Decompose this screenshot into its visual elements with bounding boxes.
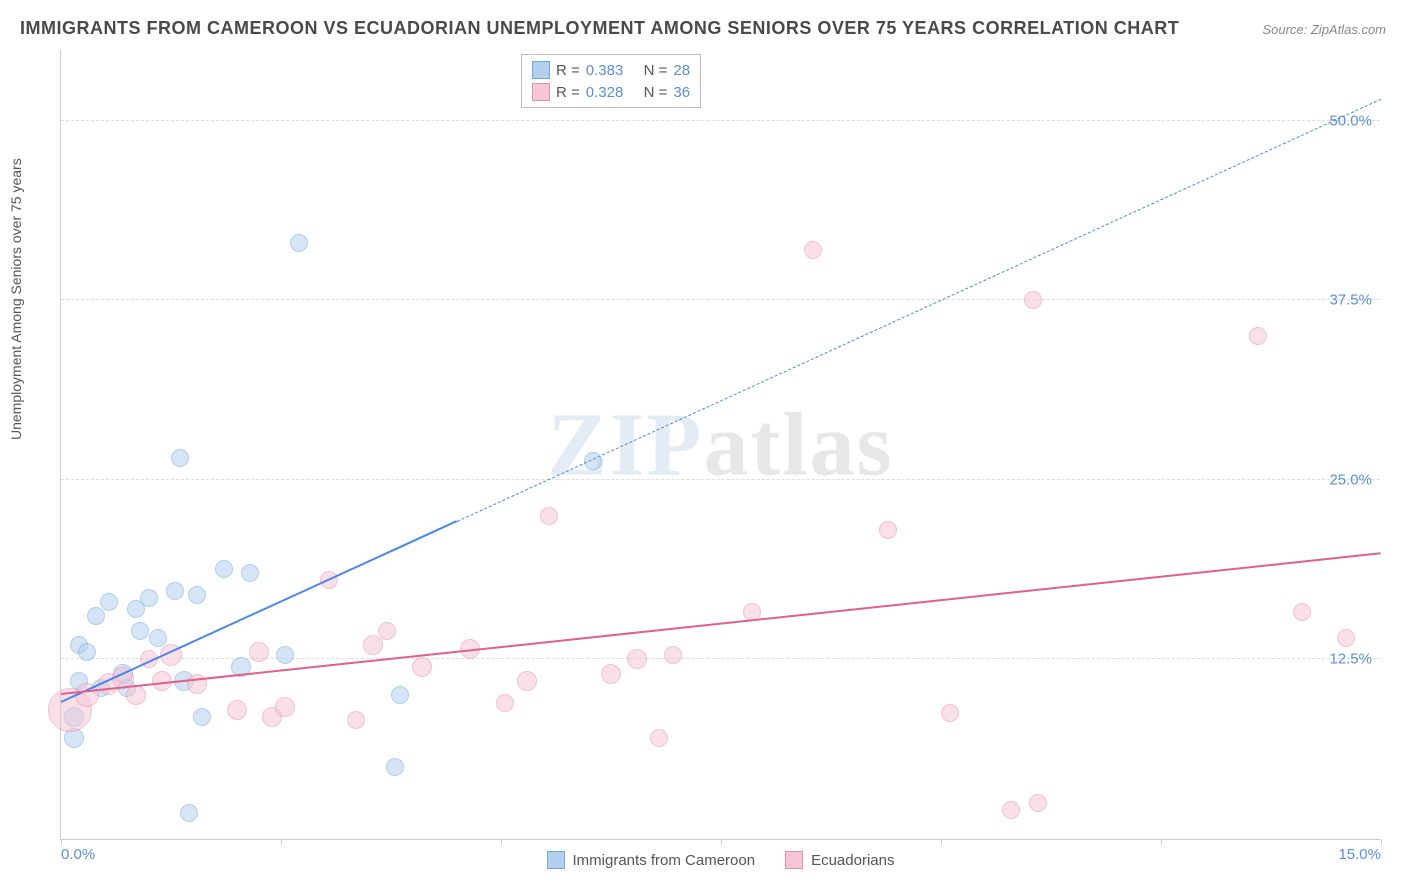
x-tick-label: 0.0% xyxy=(61,846,95,863)
data-point-ecuadorians xyxy=(627,649,647,669)
data-point-cameroon xyxy=(215,560,233,578)
r-value-cameroon: 0.383 xyxy=(586,62,624,79)
data-point-ecuadorians xyxy=(347,711,365,729)
grid-line xyxy=(61,299,1380,300)
grid-line xyxy=(61,479,1380,480)
data-point-cameroon xyxy=(391,686,409,704)
chart-container: IMMIGRANTS FROM CAMEROON VS ECUADORIAN U… xyxy=(0,0,1406,892)
data-point-ecuadorians xyxy=(879,521,897,539)
data-point-ecuadorians xyxy=(941,704,959,722)
legend-stats-row-cameroon: R = 0.383 N = 28 xyxy=(532,59,690,81)
n-label: N = xyxy=(644,62,668,79)
x-tick xyxy=(1381,839,1382,845)
data-point-cameroon xyxy=(386,758,404,776)
x-tick xyxy=(281,839,282,845)
data-point-ecuadorians xyxy=(1024,291,1042,309)
y-tick-label: 37.5% xyxy=(1329,292,1372,309)
data-point-cameroon xyxy=(149,629,167,647)
y-tick-label: 50.0% xyxy=(1329,112,1372,129)
data-point-cameroon xyxy=(100,593,118,611)
data-point-cameroon xyxy=(78,643,96,661)
data-point-ecuadorians xyxy=(540,507,558,525)
trend-line xyxy=(61,520,458,703)
data-point-cameroon xyxy=(241,564,259,582)
data-point-cameroon xyxy=(290,234,308,252)
data-point-cameroon xyxy=(193,708,211,726)
data-point-ecuadorians xyxy=(126,685,146,705)
y-tick-label: 25.0% xyxy=(1329,471,1372,488)
swatch-cameroon xyxy=(532,61,550,79)
data-point-ecuadorians xyxy=(496,694,514,712)
data-point-ecuadorians xyxy=(650,729,668,747)
x-tick xyxy=(1161,839,1162,845)
data-point-ecuadorians xyxy=(378,622,396,640)
data-point-ecuadorians xyxy=(1029,794,1047,812)
data-point-ecuadorians xyxy=(1293,603,1311,621)
swatch-ecuadorians xyxy=(532,83,550,101)
n-value-cameroon: 28 xyxy=(673,62,690,79)
legend-series: Immigrants from Cameroon Ecuadorians xyxy=(61,851,1380,869)
watermark: ZIPatlas xyxy=(547,393,893,496)
legend-item-cameroon: Immigrants from Cameroon xyxy=(547,851,756,869)
data-point-cameroon xyxy=(171,449,189,467)
data-point-ecuadorians xyxy=(517,671,537,691)
y-tick-label: 12.5% xyxy=(1329,651,1372,668)
n-value-ecuadorians: 36 xyxy=(673,84,690,101)
x-tick xyxy=(721,839,722,845)
data-point-ecuadorians xyxy=(249,642,269,662)
data-point-cameroon xyxy=(140,589,158,607)
grid-line xyxy=(61,120,1380,121)
legend-item-ecuadorians: Ecuadorians xyxy=(785,851,894,869)
r-label: R = xyxy=(556,84,580,101)
data-point-cameroon xyxy=(166,582,184,600)
n-label: N = xyxy=(644,84,668,101)
legend-label-cameroon: Immigrants from Cameroon xyxy=(573,852,756,869)
data-point-ecuadorians xyxy=(1249,327,1267,345)
legend-label-ecuadorians: Ecuadorians xyxy=(811,852,894,869)
chart-title: IMMIGRANTS FROM CAMEROON VS ECUADORIAN U… xyxy=(20,18,1179,39)
data-point-ecuadorians xyxy=(664,646,682,664)
swatch-cameroon-icon xyxy=(547,851,565,869)
x-tick xyxy=(941,839,942,845)
x-tick-label: 15.0% xyxy=(1338,846,1381,863)
plot-area: ZIPatlas R = 0.383 N = 28 R = 0.328 N = … xyxy=(60,50,1380,840)
trend-line xyxy=(457,98,1381,521)
data-point-ecuadorians xyxy=(804,241,822,259)
x-tick xyxy=(61,839,62,845)
data-point-cameroon xyxy=(180,804,198,822)
data-point-ecuadorians xyxy=(227,700,247,720)
data-point-cameroon xyxy=(87,607,105,625)
r-label: R = xyxy=(556,62,580,79)
source-attribution: Source: ZipAtlas.com xyxy=(1262,22,1386,37)
data-point-cameroon xyxy=(276,646,294,664)
data-point-ecuadorians xyxy=(1002,801,1020,819)
data-point-cameroon xyxy=(188,586,206,604)
r-value-ecuadorians: 0.328 xyxy=(586,84,624,101)
data-point-ecuadorians xyxy=(1337,629,1355,647)
x-tick xyxy=(501,839,502,845)
data-point-ecuadorians xyxy=(363,635,383,655)
legend-stats: R = 0.383 N = 28 R = 0.328 N = 36 xyxy=(521,54,701,108)
data-point-cameroon xyxy=(131,622,149,640)
data-point-ecuadorians xyxy=(412,657,432,677)
data-point-ecuadorians xyxy=(275,697,295,717)
y-axis-label: Unemployment Among Seniors over 75 years xyxy=(8,158,24,440)
data-point-ecuadorians xyxy=(601,664,621,684)
legend-stats-row-ecuadorians: R = 0.328 N = 36 xyxy=(532,81,690,103)
swatch-ecuadorians-icon xyxy=(785,851,803,869)
